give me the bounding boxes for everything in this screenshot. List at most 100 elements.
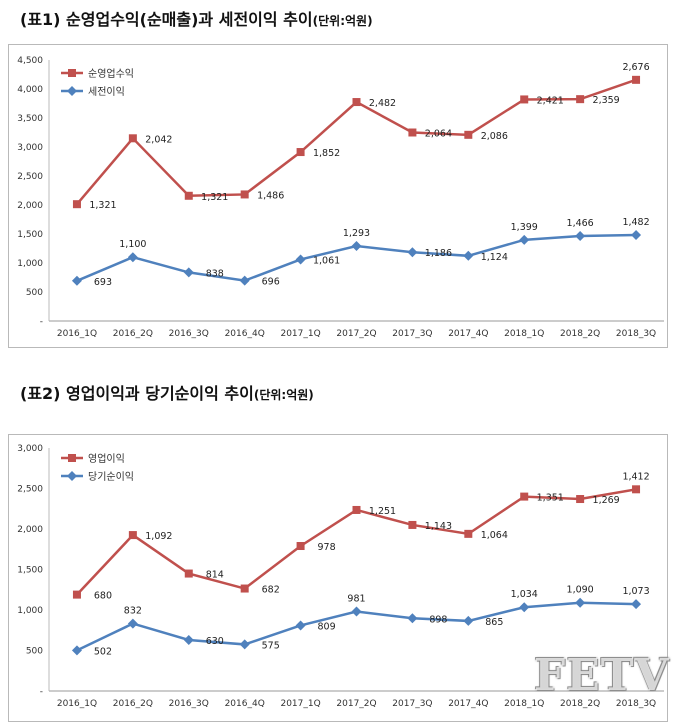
chart1-xtick-label: 2016_3Q bbox=[169, 699, 209, 709]
chart0-ytick-label: 1,000 bbox=[17, 259, 43, 269]
chart1-series-0-data-label: 1,412 bbox=[622, 471, 649, 482]
chart0-series-1-data-label: 1,100 bbox=[119, 239, 146, 250]
chart0-series-0-point bbox=[408, 128, 417, 137]
chart0-ytick-label: - bbox=[40, 317, 43, 327]
chart1-series-1-point bbox=[351, 606, 362, 617]
chart1-series-1-data-label: 809 bbox=[318, 621, 336, 632]
chart0-legend-marker bbox=[68, 69, 76, 77]
chart1-title: (표1) 순영업수익(순매출)과 세전이익 추이(단위:억원) bbox=[20, 6, 373, 30]
chart1-series-0-point bbox=[464, 529, 473, 538]
chart1-ytick-label: - bbox=[40, 687, 43, 697]
chart1-series-1-point bbox=[407, 613, 418, 624]
chart1-series-1-data-label: 865 bbox=[485, 617, 503, 628]
chart1-series-0-data-label: 1,251 bbox=[369, 506, 396, 517]
chart0-legend-marker bbox=[67, 86, 77, 96]
chart0-xtick-label: 2017_4Q bbox=[448, 329, 488, 339]
chart0-series-0-data-label: 2,421 bbox=[537, 95, 564, 106]
chart1-xtick-label: 2016_4Q bbox=[225, 699, 265, 709]
chart1-legend-label: 영업이익 bbox=[88, 452, 125, 465]
chart1-series-1-data-label: 1,034 bbox=[511, 589, 538, 600]
chart0-series-1-point bbox=[71, 275, 82, 286]
chart1-series-0-data-label: 1,351 bbox=[537, 493, 564, 504]
chart1-xtick-label: 2018_2Q bbox=[560, 699, 600, 709]
chart0-series-1-point bbox=[183, 267, 194, 278]
chart0-series-0-data-label: 1,321 bbox=[89, 200, 116, 211]
chart0-series-1-data-label: 1,293 bbox=[343, 228, 370, 239]
chart1-series-1-point bbox=[239, 639, 250, 650]
chart0-legend-label: 세전이익 bbox=[88, 86, 125, 98]
chart0-xtick-label: 2017_2Q bbox=[336, 329, 376, 339]
chart0-ytick-label: 1,500 bbox=[17, 230, 43, 240]
chart0-series-1-point bbox=[463, 250, 474, 261]
chart2-title: (표2) 영업이익과 당기순이익 추이(단위:억원) bbox=[20, 380, 314, 404]
chart1-series-0-point bbox=[72, 590, 81, 599]
chart0-series-1-point bbox=[407, 247, 418, 258]
chart1-series-0-point bbox=[408, 520, 417, 529]
chart1-series-1-data-label: 1,073 bbox=[622, 586, 649, 597]
chart0-series-0-data-label: 1,321 bbox=[201, 192, 228, 203]
chart0-xtick-label: 2016_2Q bbox=[113, 329, 153, 339]
chart2-svg: - 500 1,000 1,500 2,000 2,500 3,000 2016_1Q 2016… bbox=[17, 444, 664, 709]
chart1-series-1-data-label: 981 bbox=[347, 594, 365, 605]
chart0-xtick-label: 2016_1Q bbox=[57, 329, 97, 339]
chart1-series-1-data-label: 1,090 bbox=[567, 585, 594, 596]
chart0-series-0-point bbox=[464, 130, 473, 139]
chart1-xtick-label: 2017_4Q bbox=[448, 699, 488, 709]
chart1-series-1-point bbox=[127, 618, 138, 629]
chart0-series-1-point bbox=[351, 241, 362, 252]
chart0-series-1-data-label: 1,466 bbox=[567, 218, 594, 229]
chart1-series-1-point bbox=[295, 620, 306, 631]
chart1-series-0-point bbox=[352, 505, 361, 514]
chart0-ytick-label: 4,000 bbox=[17, 85, 43, 95]
chart1-series-0-point bbox=[576, 495, 585, 504]
chart0-series-0-data-label: 2,042 bbox=[145, 134, 172, 145]
chart1-series-1-point bbox=[631, 599, 642, 610]
chart1-series-0-point bbox=[240, 584, 249, 593]
chart1-series-1-data-label: 898 bbox=[429, 614, 447, 625]
chart0-series-0-data-label: 1,852 bbox=[313, 148, 340, 159]
chart1-series-0-point bbox=[184, 569, 193, 578]
chart0-series-1-data-label: 1,124 bbox=[481, 252, 508, 263]
chart1-ytick-label: 1,000 bbox=[17, 606, 43, 616]
chart1-xtick-label: 2017_2Q bbox=[336, 699, 376, 709]
chart0-series-1-data-label: 1,186 bbox=[425, 248, 452, 259]
chart0-series-0-point bbox=[184, 191, 193, 200]
chart0-ytick-label: 500 bbox=[26, 288, 43, 298]
chart1-ytick-label: 500 bbox=[26, 647, 43, 657]
chart0-series-1-point bbox=[575, 230, 586, 241]
chart1-series-0-data-label: 680 bbox=[94, 591, 112, 602]
chart1-series-0-data-label: 1,064 bbox=[481, 530, 508, 541]
chart1-series-0-data-label: 978 bbox=[318, 542, 336, 553]
chart0-series-1-data-label: 1,399 bbox=[511, 222, 538, 233]
chart0-xtick-label: 2017_3Q bbox=[392, 329, 432, 339]
chart0-ytick-label: 3,500 bbox=[17, 114, 43, 124]
chart1-series-0-data-label: 1,269 bbox=[593, 495, 620, 506]
chart1-ytick-label: 2,000 bbox=[17, 525, 43, 535]
chart0-xtick-label: 2018_3Q bbox=[616, 329, 656, 339]
chart1-series-1-data-label: 630 bbox=[206, 636, 224, 647]
chart0-series-0-data-label: 1,486 bbox=[257, 190, 284, 201]
chart1-legend-label: 당기순이익 bbox=[88, 471, 134, 483]
chart0-series-1-data-label: 1,061 bbox=[313, 255, 340, 266]
chart1-series-0-point bbox=[128, 531, 137, 540]
chart2-frame: - 500 1,000 1,500 2,000 2,500 3,000 2016_1Q 2016… bbox=[8, 434, 668, 722]
chart1-series-0-data-label: 1,143 bbox=[425, 521, 452, 532]
chart0-series-1-point bbox=[519, 234, 530, 245]
chart0-ytick-label: 4,500 bbox=[17, 56, 43, 66]
chart1-series-0-point bbox=[296, 542, 305, 551]
chart1-series-1-point bbox=[71, 645, 82, 656]
chart2-title-unit: (단위:억원) bbox=[253, 388, 314, 402]
chart0-series-1-point bbox=[127, 252, 138, 263]
chart1-series-1-point bbox=[519, 602, 530, 613]
chart0-xtick-label: 2017_1Q bbox=[280, 329, 320, 339]
chart1-ytick-label: 2,500 bbox=[17, 485, 43, 495]
chart0-series-0-data-label: 2,064 bbox=[425, 129, 452, 140]
chart0-series-0-point bbox=[240, 190, 249, 199]
chart1-series-0-data-label: 1,092 bbox=[145, 531, 172, 542]
chart1-svg: - 500 1,000 1,500 2,000 2,500 3,000 3,500 4,000 4… bbox=[17, 56, 664, 339]
chart0-series-1-point bbox=[239, 275, 250, 286]
chart1-series-1-data-label: 502 bbox=[94, 646, 112, 657]
chart1-xtick-label: 2017_3Q bbox=[392, 699, 432, 709]
chart1-ytick-label: 1,500 bbox=[17, 566, 43, 576]
chart0-series-1-data-label: 693 bbox=[94, 277, 112, 288]
